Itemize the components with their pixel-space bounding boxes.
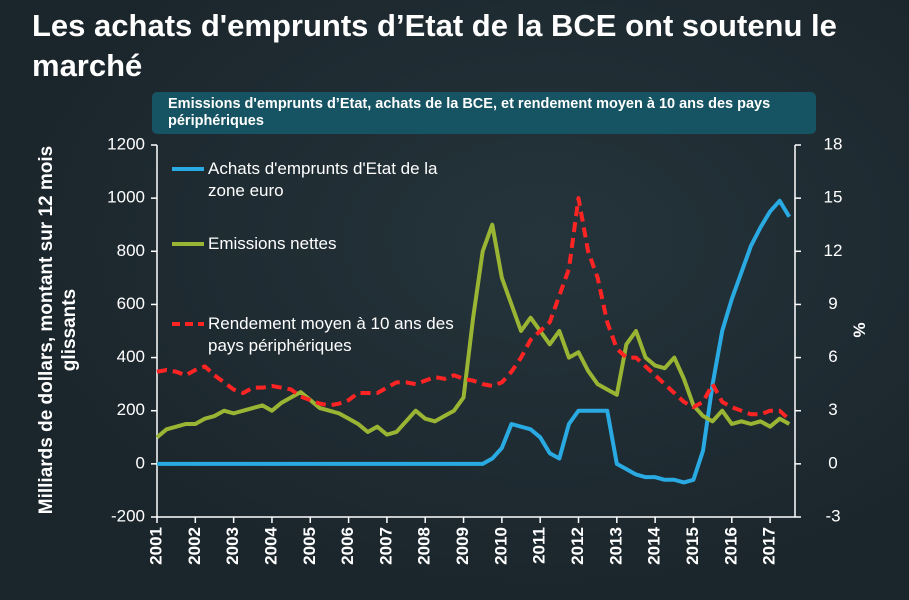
y2-tick-label: 12	[824, 241, 843, 260]
y2-axis-label: %	[850, 322, 869, 337]
legend-label: Achats d'emprunts d'Etat de la zone euro	[208, 159, 438, 200]
series-line	[157, 198, 791, 485]
chart-title: Les achats d'emprunts d’Etat de la BCE o…	[32, 8, 837, 83]
y-tick-label: 1000	[107, 188, 145, 207]
y-tick-label: 600	[117, 294, 145, 313]
y-tick-label: 0	[136, 453, 145, 472]
y2-tick-label: 18	[824, 134, 843, 153]
y2-tick-label: 9	[828, 294, 837, 313]
y-axis-label: Milliards de dollars, montant sur 12 moi…	[36, 145, 80, 515]
x-tick-label: 2016	[721, 527, 740, 565]
x-tick-label: 2008	[415, 527, 434, 565]
y-tick-label: 1200	[107, 134, 145, 153]
x-tick-label: 2001	[146, 527, 165, 565]
x-tick-label: 2011	[530, 527, 549, 564]
x-tick-label: 2006	[338, 527, 357, 565]
x-tick-label: 2007	[376, 527, 395, 565]
series-line	[155, 222, 791, 439]
series-line	[156, 196, 791, 422]
y2-tick-label: 0	[828, 453, 837, 472]
x-tick-label: 2002	[185, 527, 204, 565]
y2-tick-label: 15	[824, 188, 843, 207]
x-tick-label: 2017	[760, 527, 779, 565]
legend-label: Emissions nettes	[208, 234, 337, 253]
y-tick-label: 800	[117, 241, 145, 260]
y2-tick-label: 6	[828, 347, 837, 366]
chart-subtitle: Emissions d'emprunts d’Etat, achats de l…	[152, 92, 816, 134]
y-tick-label: 400	[117, 347, 145, 366]
x-tick-label: 2014	[645, 526, 664, 564]
y-tick-label: 200	[117, 400, 145, 419]
x-tick-label: 2012	[568, 527, 587, 565]
x-tick-label: 2009	[453, 527, 472, 565]
legend-label: Rendement moyen à 10 ans des pays périph…	[208, 314, 454, 355]
x-tick-label: 2010	[491, 527, 510, 565]
y2-tick-label: 3	[828, 400, 837, 419]
x-tick-label: 2003	[223, 527, 242, 565]
x-tick-label: 2005	[300, 527, 319, 565]
x-tick-label: 2015	[683, 527, 702, 565]
x-tick-label: 2004	[261, 526, 280, 564]
y2-tick-label: -3	[825, 506, 840, 525]
x-tick-label: 2013	[606, 527, 625, 565]
y-tick-label: -200	[111, 506, 145, 525]
